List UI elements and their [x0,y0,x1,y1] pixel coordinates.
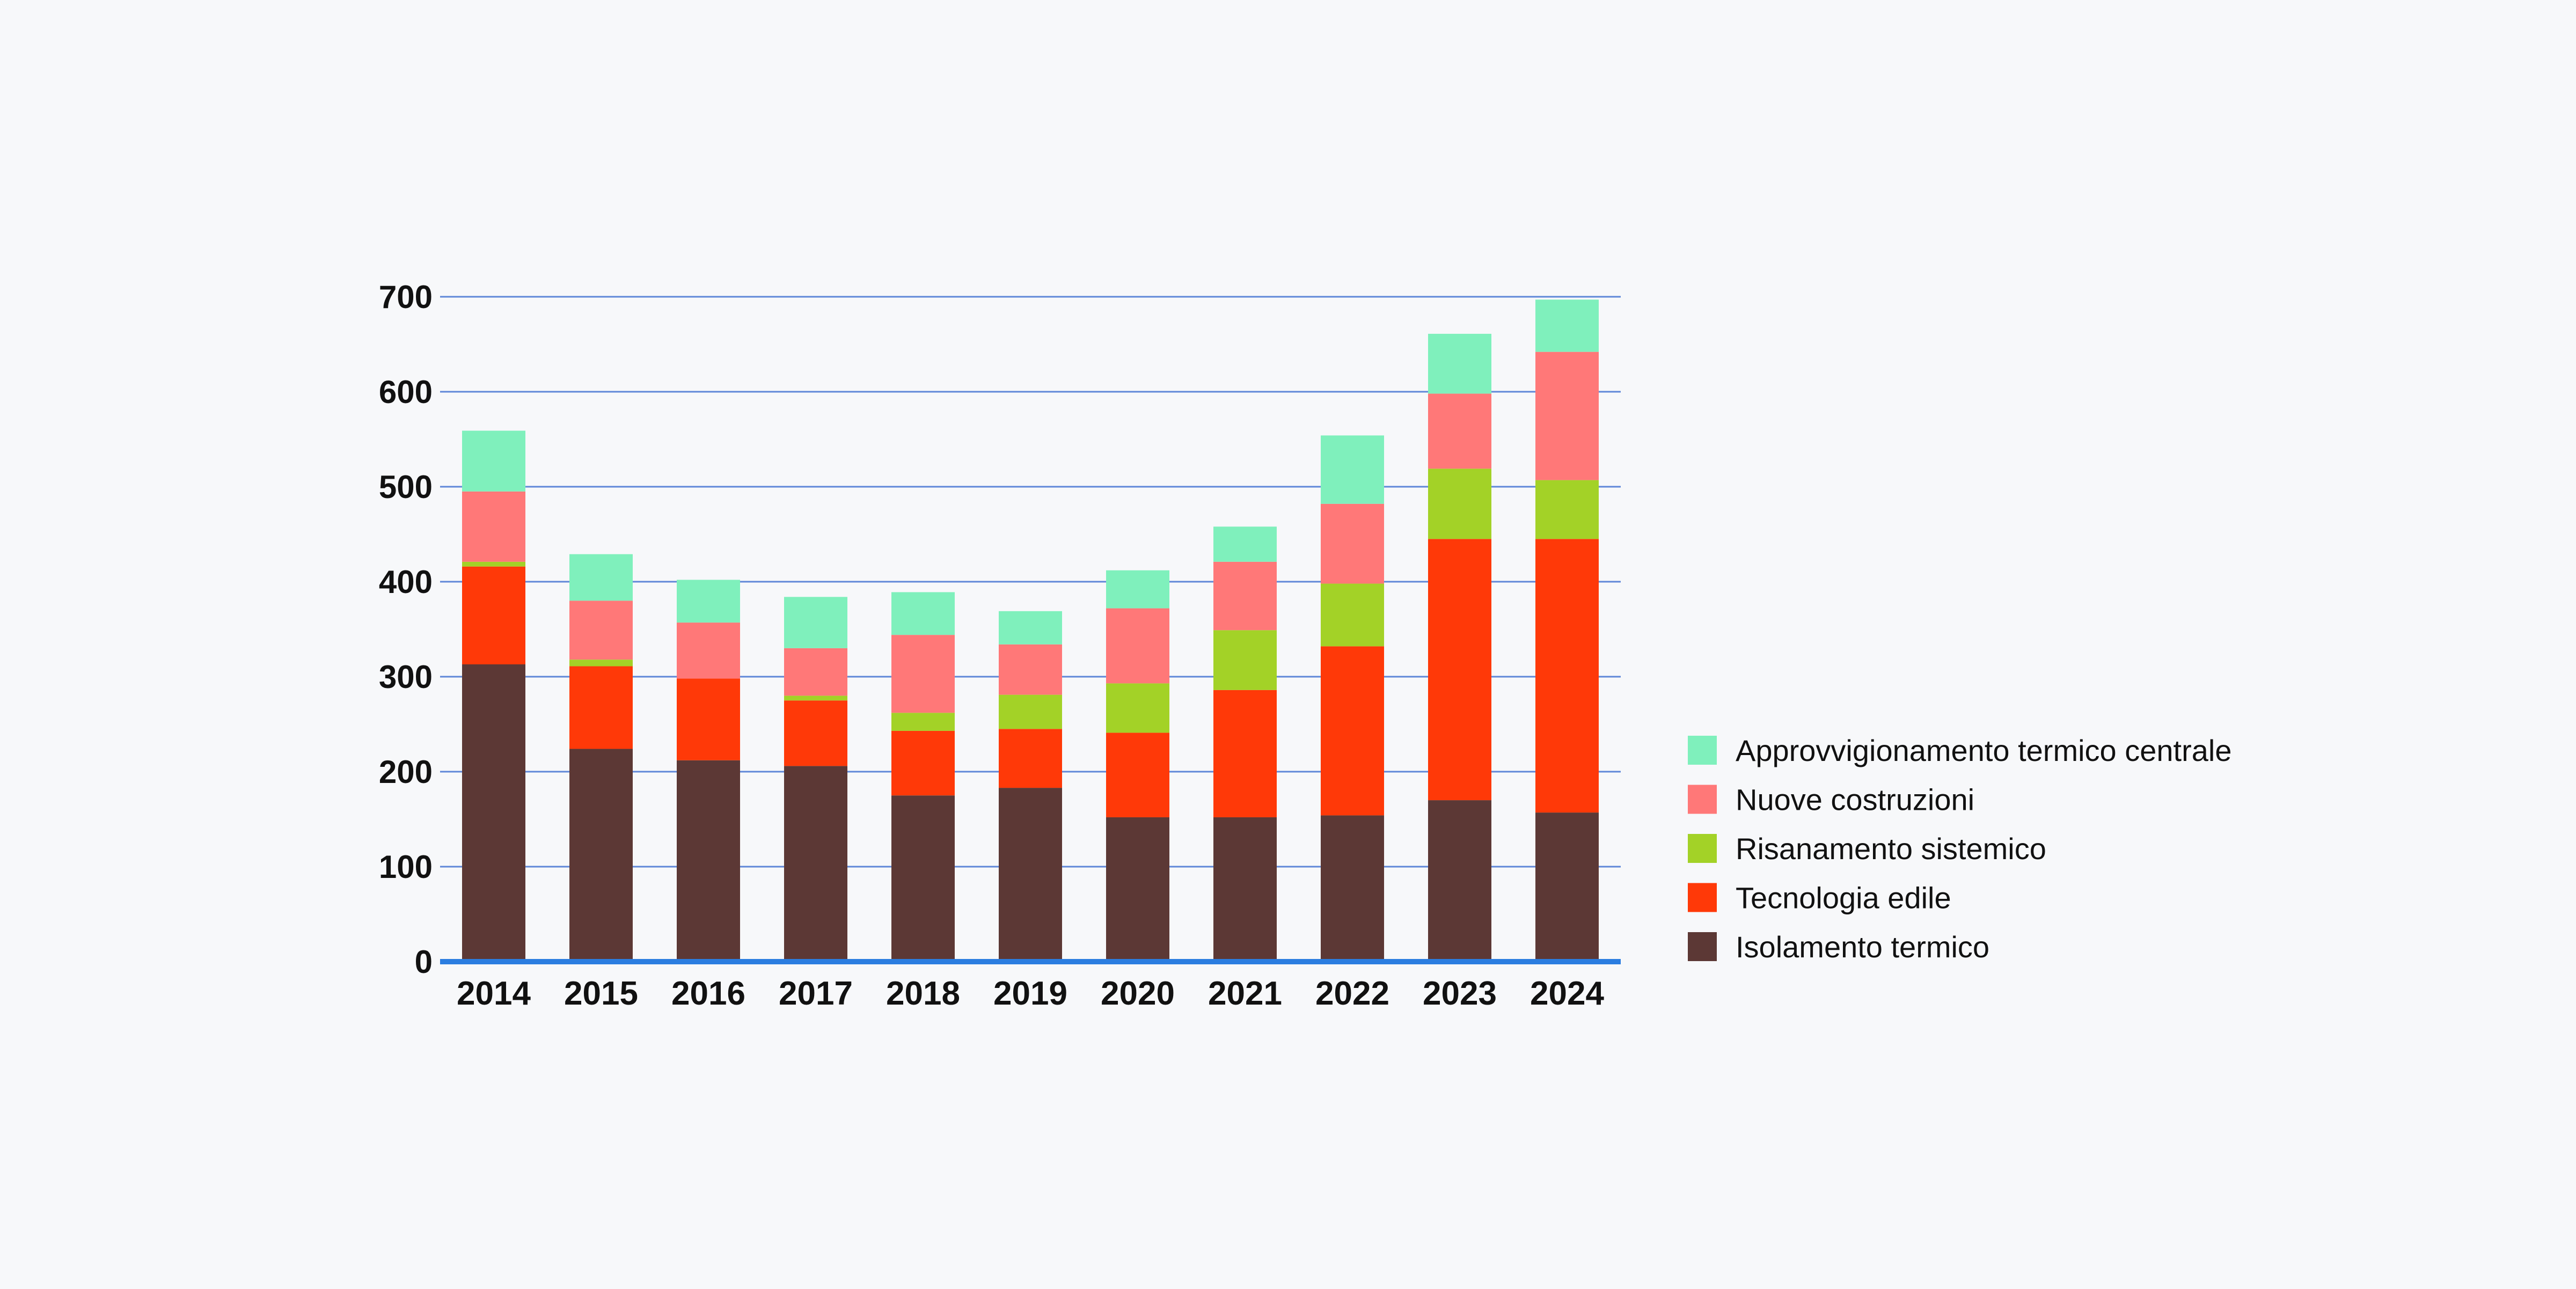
bar-segment-2020-nuove-costruzioni [1106,608,1169,684]
bar-segment-2015-nuove-costruzioni [569,600,633,660]
bar-segment-2021-risanamento-sistemico [1213,630,1277,690]
bar-segment-2022-risanamento-sistemico [1321,583,1384,647]
x-tick-label: 2016 [671,975,745,1012]
y-tick-label: 400 [379,564,433,600]
legend-item: Approvvigionamento termico centrale [1688,734,2231,767]
legend-label: Risanamento sistemico [1736,832,2046,866]
bar-segment-2022-isolamento-termico [1321,815,1384,962]
y-axis-ticks: 0 100 200 300 400 500 600 700 [379,279,433,980]
bar-segment-2015-isolamento-termico [569,749,633,962]
bar-segment-2020-risanamento-sistemico [1106,683,1169,733]
bar-segment-2016-isolamento-termico [677,760,740,962]
bar-segment-2015-approvvigionamento-termico-centrale [569,554,633,601]
x-tick-label: 2023 [1423,975,1497,1012]
legend-item: Risanamento sistemico [1688,832,2046,866]
x-tick-label: 2020 [1101,975,1175,1012]
bar-segment-2019-approvvigionamento-termico-centrale [999,611,1062,644]
bar-segment-2020-isolamento-termico [1106,817,1169,962]
bar-segment-2024-tecnologia-edile [1535,539,1599,813]
bar-segment-2015-risanamento-sistemico [569,660,633,667]
y-tick-label: 100 [379,849,433,885]
bar-segment-2016-tecnologia-edile [677,678,740,760]
y-tick-label: 300 [379,659,433,695]
x-tick-label: 2017 [779,975,853,1012]
bar-segment-2018-risanamento-sistemico [891,713,955,731]
bar-segment-2017-approvvigionamento-termico-centrale [784,597,847,648]
bar-segment-2018-nuove-costruzioni [891,635,955,713]
legend-swatch [1688,785,1717,814]
legend-item: Isolamento termico [1688,930,1989,964]
bar-segment-2024-approvvigionamento-termico-centrale [1535,299,1599,352]
legend-swatch [1688,834,1717,863]
bar-segment-2015-tecnologia-edile [569,666,633,749]
bar-segment-2024-risanamento-sistemico [1535,480,1599,539]
bar-segment-2024-nuove-costruzioni [1535,351,1599,480]
legend-swatch [1688,736,1717,765]
bar-segment-2021-approvvigionamento-termico-centrale [1213,526,1277,562]
legend-item: Nuove costruzioni [1688,783,1974,817]
bar-segment-2023-approvvigionamento-termico-centrale [1428,334,1491,394]
bar-segment-2014-risanamento-sistemico [462,561,525,567]
bar-segment-2017-nuove-costruzioni [784,648,847,696]
bar-segment-2016-approvvigionamento-termico-centrale [677,580,740,623]
y-tick-label: 0 [415,944,433,980]
bar-segment-2023-isolamento-termico [1428,800,1491,962]
bar-segment-2020-tecnologia-edile [1106,733,1169,817]
bar-segment-2019-tecnologia-edile [999,729,1062,788]
bar-segment-2018-approvvigionamento-termico-centrale [891,592,955,635]
bar-segment-2020-approvvigionamento-termico-centrale [1106,570,1169,609]
bar-segment-2014-approvvigionamento-termico-centrale [462,430,525,492]
bar-segment-2024-isolamento-termico [1535,812,1599,962]
legend-label: Tecnologia edile [1736,881,1951,915]
bar-segment-2019-risanamento-sistemico [999,694,1062,729]
x-tick-label: 2015 [564,975,638,1012]
bar-segment-2014-isolamento-termico [462,664,525,962]
bar-segment-2023-nuove-costruzioni [1428,393,1491,469]
bar-segment-2022-approvvigionamento-termico-centrale [1321,435,1384,504]
legend-swatch [1688,883,1717,912]
y-tick-label: 700 [379,279,433,315]
bar-segment-2023-risanamento-sistemico [1428,468,1491,539]
x-tick-label: 2014 [457,975,531,1012]
legend-swatch [1688,932,1717,961]
bar-segment-2016-nuove-costruzioni [677,622,740,679]
bar-segment-2018-isolamento-termico [891,795,955,962]
bar-segment-2019-nuove-costruzioni [999,644,1062,695]
x-tick-label: 2022 [1315,975,1389,1012]
bar-segment-2017-isolamento-termico [784,766,847,962]
x-tick-label: 2021 [1208,975,1282,1012]
legend-label: Approvvigionamento termico centrale [1736,734,2231,767]
legend: Approvvigionamento termico centrale Nuove… [1688,734,2231,964]
bar-segment-2023-tecnologia-edile [1428,539,1491,801]
bar-segment-2017-tecnologia-edile [784,700,847,766]
bar-segment-2014-tecnologia-edile [462,566,525,664]
legend-item: Tecnologia edile [1688,881,1951,915]
bar-segment-2022-nuove-costruzioni [1321,503,1384,584]
bars [462,299,1599,962]
bar-segment-2017-risanamento-sistemico [784,695,847,701]
bar-segment-2022-tecnologia-edile [1321,646,1384,816]
bar-segment-2021-isolamento-termico [1213,817,1277,962]
y-tick-label: 500 [379,469,433,505]
x-tick-label: 2018 [886,975,960,1012]
bar-segment-2018-tecnologia-edile [891,730,955,796]
bar-segment-2021-nuove-costruzioni [1213,561,1277,631]
bar-segment-2014-nuove-costruzioni [462,491,525,562]
legend-label: Nuove costruzioni [1736,783,1974,817]
x-tick-label: 2024 [1530,975,1604,1012]
y-tick-label: 600 [379,374,433,410]
bar-segment-2019-isolamento-termico [999,788,1062,962]
y-tick-label: 200 [379,754,433,790]
x-tick-label: 2019 [993,975,1067,1012]
x-axis-ticks: 2014 2015 2016 2017 2018 2019 2020 2021 2022 2023… [457,975,1604,1012]
bar-segment-2021-tecnologia-edile [1213,690,1277,817]
legend-label: Isolamento termico [1736,930,1989,964]
